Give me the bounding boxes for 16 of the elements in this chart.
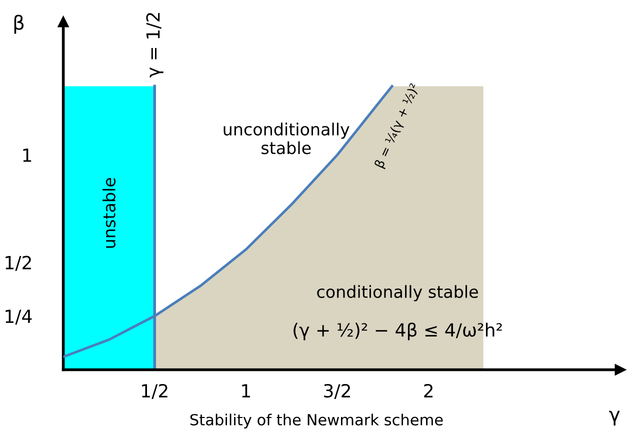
x-axis-title: γ (609, 410, 620, 426)
x-tick-label: 3/2 (324, 384, 350, 400)
y-tick-label: 1 (23, 148, 32, 162)
x-tick-label: 2 (424, 384, 433, 398)
x-tick-label: 1/2 (142, 384, 168, 400)
text: Stability of the Newmark scheme (190, 414, 443, 428)
annotation: (γ + ½)² − 4β ≤ 4/ω²h² (294, 322, 502, 340)
annotation: unstable (102, 178, 116, 248)
y-tick-label: 1/4 (6, 310, 32, 325)
x-tick-label: 1 (242, 384, 250, 398)
annotation: unconditionally stable (224, 122, 350, 154)
y-tick-label: 1/2 (6, 256, 31, 271)
annotation: β = ¼(γ + ½)² (374, 82, 422, 170)
ref-line-label: γ = 1/2 (146, 13, 164, 78)
y-axis-title: β (14, 14, 24, 34)
annotation: conditionally stable (317, 285, 478, 302)
